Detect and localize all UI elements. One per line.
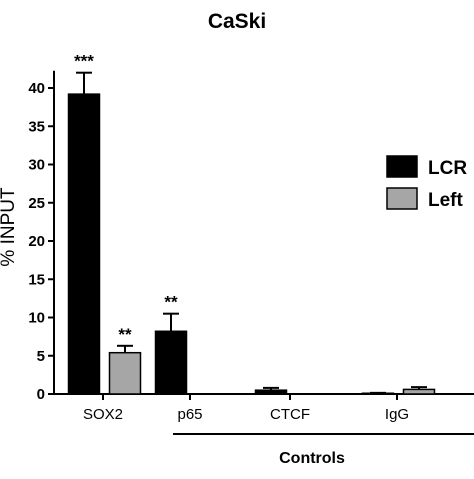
legend-swatch-left: [386, 187, 418, 210]
legend: LCR Left: [386, 155, 467, 211]
significance-label: **: [164, 293, 178, 312]
controls-label: Controls: [279, 450, 345, 467]
x-tick-label-p65: p65: [177, 406, 202, 423]
y-tick-label: 35: [28, 118, 45, 135]
significance-label: **: [118, 325, 132, 344]
legend-label-left: Left: [428, 190, 464, 211]
y-tick-label: 30: [28, 157, 45, 174]
bar-left-igg: [402, 388, 436, 395]
x-tick-label-igg: IgG: [385, 406, 409, 423]
x-tick-label-sox2: SOX2: [83, 406, 123, 423]
bar-lcr-sox2: [67, 93, 101, 395]
y-tick-label: 20: [28, 233, 45, 250]
chart-title: CaSki: [208, 10, 266, 33]
significance-label: ***: [74, 52, 94, 71]
controls-annotation: Controls: [173, 433, 474, 467]
x-tick-label-ctcf: CTCF: [270, 406, 310, 423]
bars: *******: [67, 52, 436, 395]
axes: 0 5 10 15 20 25 30 35 40 SOX2 p65 CTCF IgG: [28, 70, 474, 423]
legend-swatch-lcr: [386, 155, 418, 178]
y-tick-label: 25: [28, 195, 45, 212]
bar-lcr-ctcf: [254, 389, 288, 395]
y-tick-label: 0: [37, 386, 45, 403]
y-tick-label: 10: [28, 310, 45, 327]
legend-label-lcr: LCR: [428, 158, 467, 179]
y-tick-label: 15: [28, 271, 45, 288]
y-axis-label: % INPUT: [0, 187, 19, 267]
y-tick-label: 5: [37, 348, 45, 365]
y-tick-label: 40: [28, 80, 45, 97]
bar-lcr-p65: [154, 330, 188, 395]
bar-left-sox2: [108, 351, 142, 395]
